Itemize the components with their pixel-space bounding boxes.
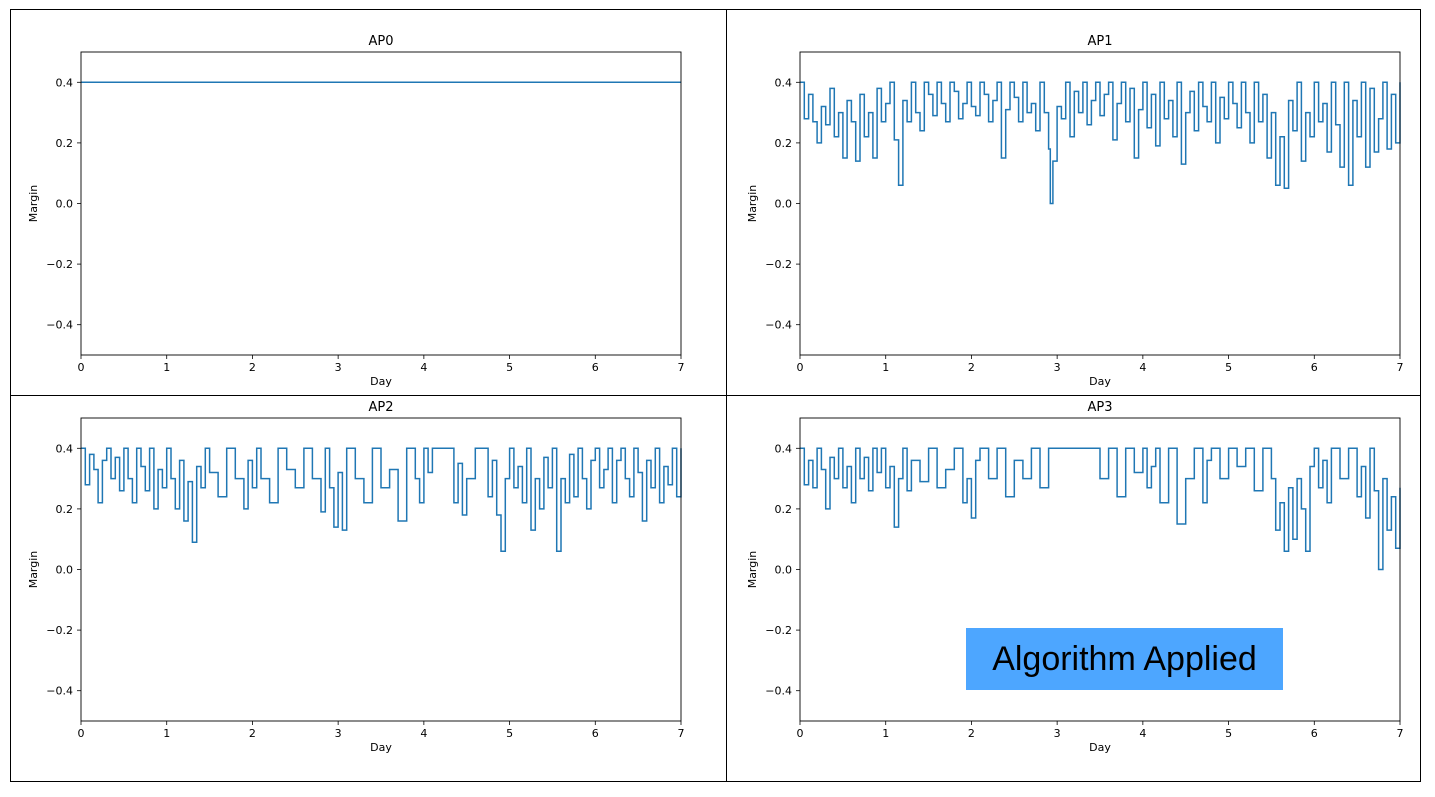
x-tick-label-2-2: 2 [249,727,256,740]
chart-title-2: AP2 [368,400,393,415]
chart-panel-ap2: AP2 0 1 2 3 4 5 6 7 −0.4 −0.2 0.0 0.2 0.4 Day Margin [11,396,727,781]
x-tick-label-3-2: 2 [968,727,975,740]
y-tick-label-0-0: 0.0 [56,198,74,211]
y-tick-label-1--0.2: −0.2 [765,258,792,271]
x-tick-label-2-0: 0 [78,727,85,740]
y-tick-label-0-0.2: 0.2 [56,137,74,150]
y-tick-label-1-0.2: 0.2 [775,137,793,150]
x-tick-label-0-4: 4 [420,361,427,374]
y-tick-label-1--0.4: −0.4 [765,319,792,332]
x-tick-label-1-5: 5 [1225,361,1232,374]
x-tick-label-0-5: 5 [506,361,513,374]
x-tick-label-0-7: 7 [678,361,685,374]
line-chart-ap2: AP2 0 1 2 3 4 5 6 7 −0.4 −0.2 0.0 0.2 0.4 Day Margin [27,400,685,754]
series-line-3-0 [800,447,1401,571]
x-tick-label-3-1: 1 [882,727,889,740]
y-tick-label-0-0.4: 0.4 [56,76,74,89]
chart-panel-ap0: AP0 0 1 2 3 4 5 6 7 −0.4 −0.2 0.0 0.2 0.4 Day Margin [11,10,727,396]
line-chart-ap3: AP3 0 1 2 3 4 5 6 7 −0.4 −0.2 0.0 0.2 0.4 Day Margin [746,400,1404,754]
x-axis-label-1: Day [1089,375,1111,388]
x-tick-label-1-4: 4 [1139,361,1146,374]
x-tick-label-2-1: 1 [163,727,170,740]
plot-frame-0 [80,51,682,356]
x-axis-label-3: Day [1089,741,1111,754]
x-tick-label-1-7: 7 [1397,361,1404,374]
y-axis-label-2: Margin [27,551,40,589]
y-axis-label-1: Margin [746,185,759,223]
x-tick-label-0-1: 1 [163,361,170,374]
x-tick-label-1-0: 0 [797,361,804,374]
chart-title-3: AP3 [1087,400,1112,415]
y-tick-label-3-0.2: 0.2 [775,503,793,516]
series-line-1-0 [800,81,1401,205]
x-tick-label-2-4: 4 [420,727,427,740]
y-axis-label-0: Margin [27,185,40,223]
x-tick-label-1-6: 6 [1311,361,1318,374]
chart-title-1: AP1 [1087,34,1112,49]
x-tick-label-2-6: 6 [592,727,599,740]
x-tick-label-3-5: 5 [1225,727,1232,740]
x-tick-label-3-7: 7 [1397,727,1404,740]
y-tick-label-0--0.4: −0.4 [46,319,73,332]
y-tick-label-3-0: 0.0 [775,564,793,577]
x-tick-label-0-2: 2 [249,361,256,374]
x-tick-label-3-6: 6 [1311,727,1318,740]
line-chart-ap1: AP1 0 1 2 3 4 5 6 7 −0.4 −0.2 0.0 0.2 0.4 Day Margin [746,34,1404,388]
y-tick-label-1-0: 0.0 [775,198,793,211]
y-tick-label-3-0.4: 0.4 [775,442,793,455]
y-tick-label-3--0.2: −0.2 [765,624,792,637]
x-tick-label-1-3: 3 [1054,361,1061,374]
chart-panel-ap1: AP1 0 1 2 3 4 5 6 7 −0.4 −0.2 0.0 0.2 0.4 Day Margin [727,10,1420,396]
x-tick-label-3-4: 4 [1139,727,1146,740]
x-tick-label-2-7: 7 [678,727,685,740]
y-tick-label-0--0.2: −0.2 [46,258,73,271]
y-tick-label-3--0.4: −0.4 [765,685,792,698]
y-tick-label-2--0.4: −0.4 [46,685,73,698]
chart-grid: AP0 0 1 2 3 4 5 6 7 −0.4 −0.2 0.0 0.2 0.4 Day Margin AP… [10,9,1421,782]
x-tick-label-1-1: 1 [882,361,889,374]
y-tick-label-2--0.2: −0.2 [46,624,73,637]
x-tick-label-3-0: 0 [797,727,804,740]
y-tick-label-2-0.2: 0.2 [56,503,74,516]
chart-title-0: AP0 [368,34,393,49]
y-axis-label-3: Margin [746,551,759,589]
y-tick-label-2-0.4: 0.4 [56,442,74,455]
algorithm-applied-badge: Algorithm Applied [966,628,1283,690]
x-tick-label-2-3: 3 [335,727,342,740]
x-tick-label-0-6: 6 [592,361,599,374]
x-tick-label-2-5: 5 [506,727,513,740]
x-axis-label-2: Day [370,741,392,754]
x-tick-label-0-0: 0 [78,361,85,374]
line-chart-ap0: AP0 0 1 2 3 4 5 6 7 −0.4 −0.2 0.0 0.2 0.4 Day Margin [27,34,685,388]
y-tick-label-2-0: 0.0 [56,564,74,577]
x-tick-label-1-2: 2 [968,361,975,374]
x-tick-label-3-3: 3 [1054,727,1061,740]
x-tick-label-0-3: 3 [335,361,342,374]
series-line-2-0 [81,447,682,553]
x-axis-label-0: Day [370,375,392,388]
chart-panel-ap3: AP3 0 1 2 3 4 5 6 7 −0.4 −0.2 0.0 0.2 0.4 Day Margin [727,396,1420,781]
y-tick-label-1-0.4: 0.4 [775,76,793,89]
